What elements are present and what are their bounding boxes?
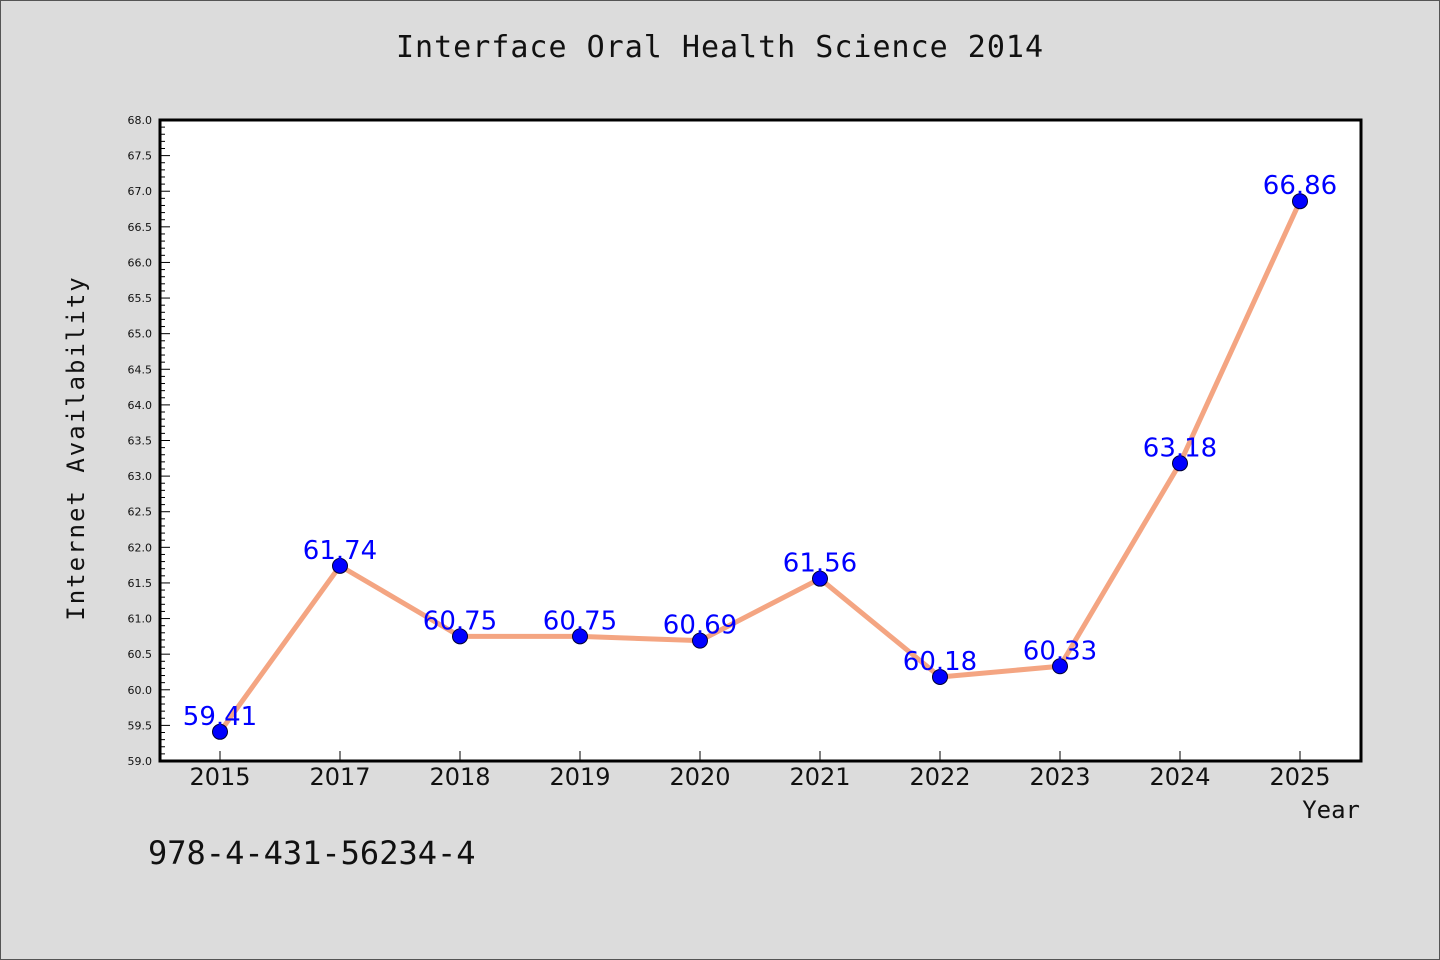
series-group bbox=[212, 193, 1308, 740]
data-label: 63.18 bbox=[1143, 433, 1217, 463]
y-tick-label: 62.0 bbox=[128, 541, 153, 554]
data-label: 61.74 bbox=[303, 536, 377, 566]
x-tick-label: 2023 bbox=[1029, 763, 1090, 791]
y-tick-label: 61.0 bbox=[128, 613, 153, 626]
y-tick-label: 66.0 bbox=[128, 256, 153, 269]
chart-title: Interface Oral Health Science 2014 bbox=[395, 30, 1045, 65]
data-label: 60.75 bbox=[543, 606, 617, 636]
y-tick-label: 64.5 bbox=[128, 363, 153, 376]
y-tick-label: 67.0 bbox=[128, 185, 153, 198]
data-point bbox=[332, 557, 348, 574]
series-line bbox=[217, 198, 1303, 735]
data-label: 66.86 bbox=[1263, 171, 1337, 201]
y-tick-label: 65.5 bbox=[128, 292, 153, 305]
x-tick-label: 2017 bbox=[309, 763, 370, 791]
y-tick-label: 63.0 bbox=[128, 470, 153, 483]
isbn-footnote: 978-4-431-56234-4 bbox=[148, 834, 476, 872]
y-tick-label: 65.0 bbox=[128, 328, 153, 341]
x-axis-ticks: 2015 2017 2018 2019 2020 2021 2022 2023 2024 2025 bbox=[189, 751, 1331, 791]
data-point bbox=[812, 570, 828, 587]
x-tick-label: 2022 bbox=[909, 763, 970, 791]
data-point bbox=[1052, 658, 1068, 675]
data-labels-group: 59.41 61.74 60.75 60.75 60.69 61.56 60.18 60.33… bbox=[183, 171, 1337, 732]
data-label: 61.56 bbox=[783, 549, 857, 579]
y-tick-label: 64.0 bbox=[128, 399, 153, 412]
x-tick-label: 2024 bbox=[1149, 763, 1210, 791]
y-tick-label: 60.0 bbox=[128, 684, 153, 697]
x-tick-label: 2020 bbox=[669, 763, 730, 791]
y-tick-label: 66.5 bbox=[128, 221, 153, 234]
data-point bbox=[692, 632, 708, 649]
plot-area bbox=[160, 120, 1361, 761]
data-label: 60.18 bbox=[903, 647, 977, 677]
data-point bbox=[212, 723, 228, 740]
x-axis-label: Year bbox=[1302, 796, 1360, 824]
data-point bbox=[452, 628, 468, 645]
x-tick-label: 2025 bbox=[1269, 763, 1330, 791]
data-point bbox=[572, 628, 588, 645]
y-tick-label: 61.5 bbox=[128, 577, 153, 590]
y-tick-label: 59.5 bbox=[128, 719, 153, 732]
x-tick-label: 2019 bbox=[549, 763, 610, 791]
x-tick-label: 2021 bbox=[789, 763, 850, 791]
y-tick-label: 60.5 bbox=[128, 648, 153, 661]
data-point bbox=[1172, 455, 1188, 472]
data-label: 59.41 bbox=[183, 702, 257, 732]
x-tick-label: 2018 bbox=[429, 763, 490, 791]
x-tick-label: 2015 bbox=[189, 763, 250, 791]
y-tick-label: 68.0 bbox=[128, 114, 153, 127]
y-axis-ticks: 59.0 59.5 60.0 60.5 61.0 61.5 62.0 62.5 63.0 63.5… bbox=[128, 114, 170, 768]
data-point bbox=[1292, 193, 1308, 210]
y-tick-label: 59.0 bbox=[128, 755, 153, 768]
data-label: 60.75 bbox=[423, 606, 497, 636]
data-label: 60.69 bbox=[663, 611, 737, 641]
plot-border bbox=[158, 118, 1363, 763]
data-label: 60.33 bbox=[1023, 636, 1097, 666]
y-tick-label: 62.5 bbox=[128, 506, 153, 519]
y-tick-label: 63.5 bbox=[128, 435, 153, 448]
y-tick-label: 67.5 bbox=[128, 150, 153, 163]
data-point bbox=[932, 668, 948, 685]
